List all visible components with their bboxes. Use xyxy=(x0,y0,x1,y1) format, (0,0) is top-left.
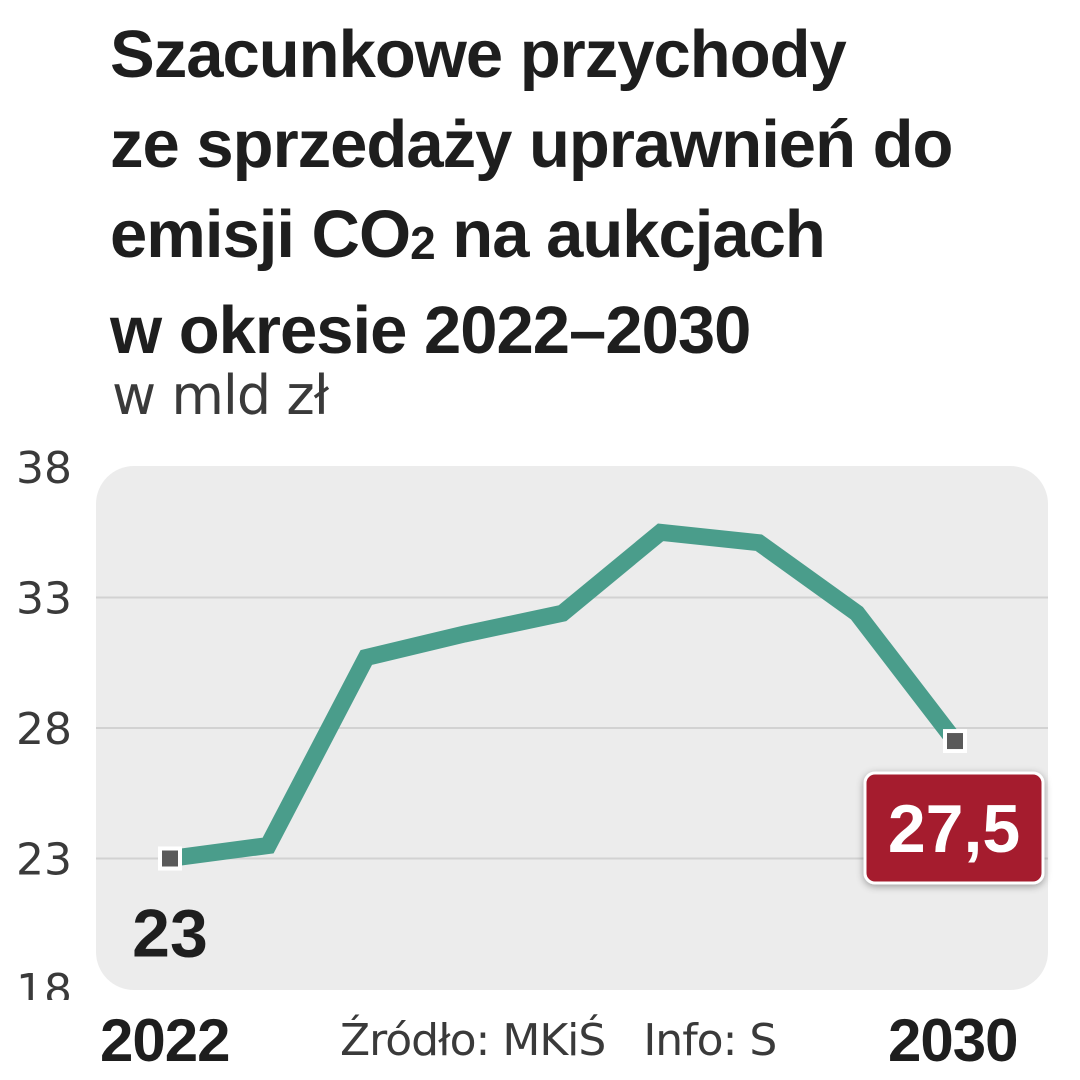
title-line-1: Szacunkowe przychody xyxy=(110,17,847,92)
series-line xyxy=(168,523,962,867)
title-line-2: ze sprzedaży uprawnień do xyxy=(110,107,953,182)
endpoint-markers xyxy=(158,729,967,871)
title-line-3-text: emisji CO xyxy=(110,197,411,272)
chart-unit: w mld zł xyxy=(112,364,329,427)
title-line-3: emisji CO2 na aukcjach xyxy=(110,190,1070,286)
end-value-label: 27,5 xyxy=(888,791,1020,867)
y-tick-label: 18 xyxy=(16,965,72,1000)
end-value-badge-bg xyxy=(863,771,1045,885)
source-text: Źródło: MKiŚ xyxy=(340,1015,606,1066)
end-value-badge: 27,5 xyxy=(863,771,1045,885)
data-point-marker xyxy=(943,729,967,754)
y-axis-ticks: 38 33 28 23 18 xyxy=(16,443,72,1000)
y-tick-label: 38 xyxy=(16,443,72,494)
source-note: Źródło: MKiŚ Info: S xyxy=(340,1006,777,1076)
y-tick-label: 28 xyxy=(16,704,72,755)
start-value-label: 23 xyxy=(132,896,208,972)
x-label-end: 2030 xyxy=(888,1007,1018,1074)
title-line-3-rest: na aukcjach xyxy=(434,197,826,272)
y-tick-label: 23 xyxy=(16,835,72,886)
line-chart: 38 33 28 23 18 23 27,5 xyxy=(16,443,1048,1000)
data-point-marker xyxy=(158,846,182,871)
x-label-start: 2022 xyxy=(100,1007,230,1074)
info-text: Info: S xyxy=(643,1015,777,1066)
title-line-4: w okresie 2022–2030 xyxy=(110,293,751,368)
y-tick-label: 33 xyxy=(16,574,72,625)
title-subscript: 2 xyxy=(410,217,436,269)
chart-title: Szacunkowe przychody ze sprzedaży uprawn… xyxy=(110,10,1070,376)
